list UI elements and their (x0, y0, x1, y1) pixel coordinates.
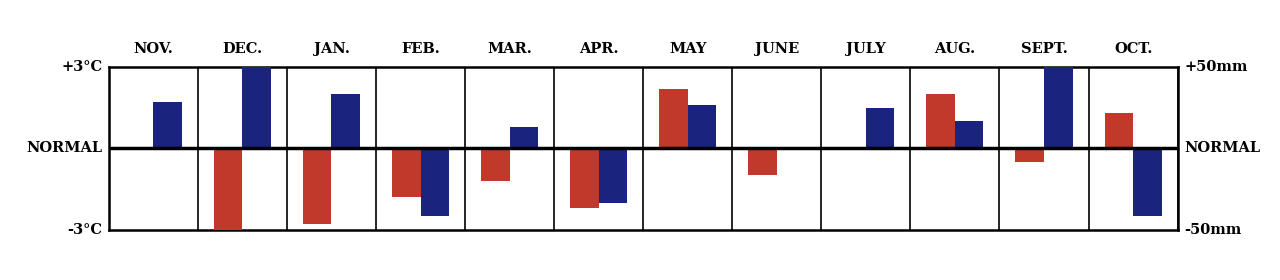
Bar (955, 121, 983, 148)
Bar (214, 148, 242, 230)
Text: NOV.: NOV. (133, 42, 173, 56)
Bar (1044, 59, 1073, 148)
Text: SEPT.: SEPT. (1020, 42, 1068, 56)
Text: NORMAL: NORMAL (27, 141, 102, 155)
Text: MAY: MAY (669, 42, 707, 56)
Bar (481, 148, 509, 181)
Text: DEC.: DEC. (223, 42, 262, 56)
Bar (421, 148, 449, 216)
Bar (1015, 148, 1044, 162)
Text: +50mm: +50mm (1184, 60, 1248, 74)
Text: APR.: APR. (579, 42, 618, 56)
Text: JAN.: JAN. (314, 42, 349, 56)
Text: AUG.: AUG. (934, 42, 975, 56)
Bar (865, 108, 895, 148)
Bar (659, 89, 687, 148)
Bar (509, 127, 538, 148)
Bar (332, 94, 360, 148)
Text: -50mm: -50mm (1184, 223, 1242, 237)
Text: OCT.: OCT. (1114, 42, 1152, 56)
Text: FEB.: FEB. (401, 42, 440, 56)
Bar (303, 148, 332, 224)
Text: NORMAL: NORMAL (1184, 141, 1260, 155)
Text: -3°C: -3°C (68, 223, 102, 237)
Text: MAR.: MAR. (488, 42, 532, 56)
Bar (927, 94, 955, 148)
Text: +3°C: +3°C (61, 60, 102, 74)
Bar (749, 148, 777, 176)
Bar (392, 148, 421, 197)
Bar (242, 67, 271, 148)
Bar (687, 105, 717, 148)
Bar (570, 148, 599, 208)
Text: JUNE: JUNE (755, 42, 799, 56)
Bar (1133, 148, 1161, 216)
Bar (1105, 113, 1133, 148)
Text: JULY: JULY (846, 42, 886, 56)
Bar (599, 148, 627, 202)
Bar (154, 102, 182, 148)
